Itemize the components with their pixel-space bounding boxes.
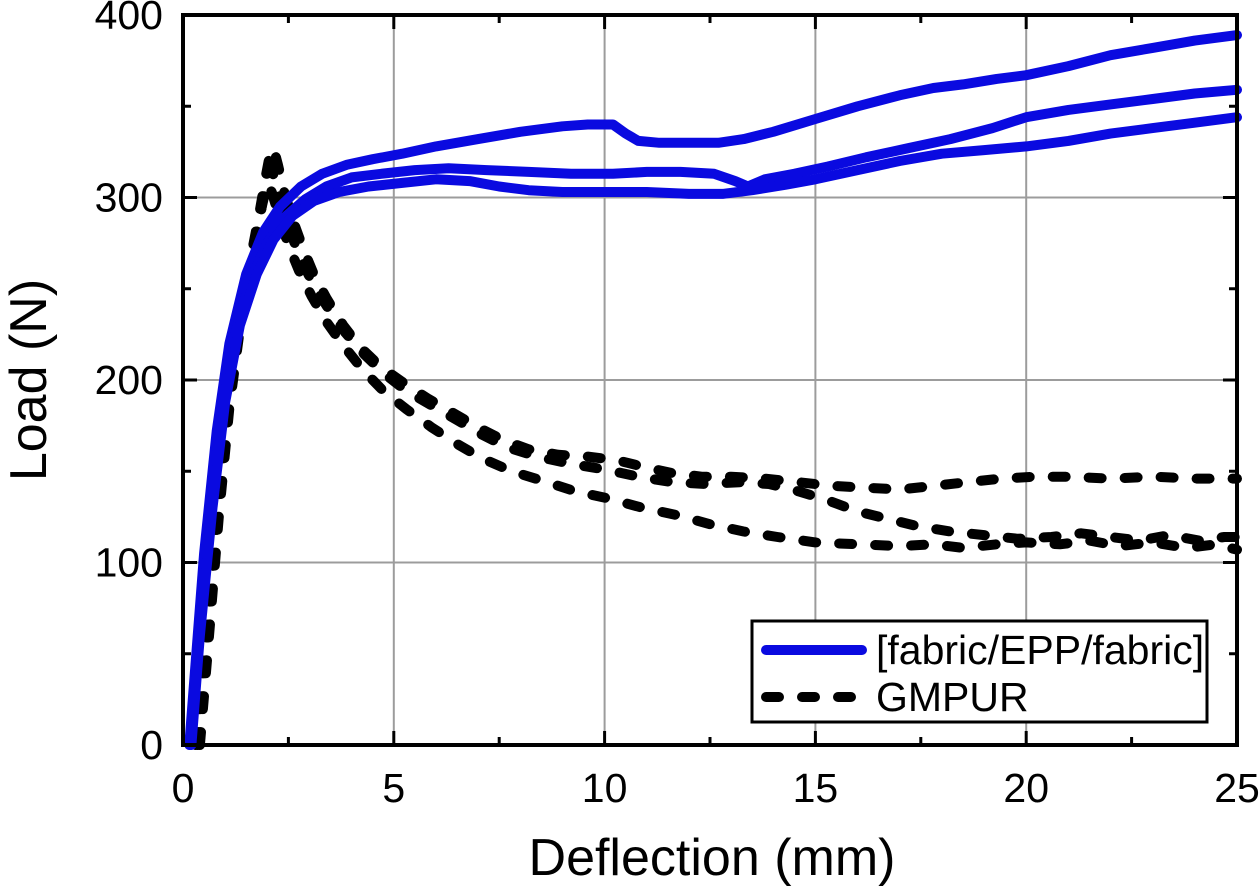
y-tick-label-100: 100	[95, 540, 163, 586]
series-gmpur-specimen-1	[190, 143, 1242, 750]
y-tick-label-400: 400	[95, 0, 163, 38]
x-tick-label-15: 15	[793, 765, 839, 811]
series-layer	[184, 30, 1242, 750]
x-axis-title: Deflection (mm)	[529, 829, 896, 887]
x-tick-label-0: 0	[172, 765, 195, 811]
legend-label-gmpur: GMPUR	[876, 674, 1029, 720]
series-fabric-epp-fabric-specimen-3	[186, 112, 1242, 750]
y-tick-label-200: 200	[95, 357, 163, 403]
legend: [fabric/EPP/fabric] GMPUR	[750, 619, 1209, 724]
y-tick-label-0: 0	[140, 722, 163, 768]
y-tick-label-300: 300	[95, 175, 163, 221]
legend-box	[750, 619, 1209, 724]
x-tick-label-10: 10	[582, 765, 628, 811]
x-tick-label-5: 5	[382, 765, 405, 811]
legend-label-fabric-epp-fabric: [fabric/EPP/fabric]	[876, 627, 1204, 673]
series-gmpur-specimen-3	[194, 177, 1242, 750]
y-axis-title: Load (N)	[0, 279, 58, 481]
axes-layer	[181, 13, 1239, 747]
x-tick-label-20: 20	[1003, 765, 1049, 811]
x-tick-label-25: 25	[1214, 765, 1260, 811]
series-fabric-epp-fabric-specimen-1	[184, 30, 1242, 750]
tick-labels: 0 5 10 15 20 25 0 100 200 300 400	[95, 0, 1260, 811]
